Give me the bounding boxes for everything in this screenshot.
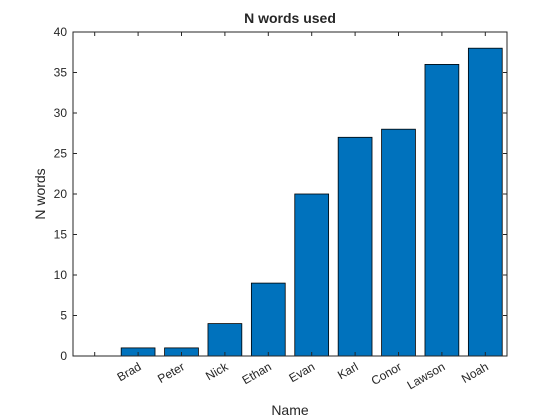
y-tick-label: 5	[60, 309, 67, 323]
chart-title: N words used	[244, 10, 336, 26]
y-ticks-group: 0 5 10 15 20 25 30 35 40	[54, 25, 507, 363]
x-tick-label: Noah	[459, 359, 491, 385]
bar-lawson	[424, 64, 460, 357]
y-tick-label: 0	[60, 349, 67, 363]
x-tick-label: Karl	[335, 359, 360, 382]
y-tick-label: 40	[54, 25, 68, 39]
bar-evan	[294, 193, 330, 357]
y-tick-label: 30	[54, 106, 68, 120]
x-tick-label: Ethan	[240, 359, 274, 387]
bar-conor	[381, 128, 416, 357]
x-tick-label: Conor	[369, 359, 404, 387]
y-tick-label: 10	[54, 268, 68, 282]
y-tick-label: 15	[54, 228, 68, 242]
y-tick-label: 20	[54, 187, 68, 201]
x-tick-label: Lawson	[405, 359, 448, 392]
bar-nick	[207, 323, 243, 357]
y-tick-label: 25	[54, 147, 68, 161]
bar-karl	[337, 136, 373, 357]
bar-ethan	[250, 282, 286, 357]
x-tick-label: Evan	[287, 359, 318, 385]
x-tick-label: Brad	[115, 359, 144, 384]
x-axis-label: Name	[271, 402, 309, 418]
y-axis-label: N words	[32, 168, 48, 219]
x-tick-label: Nick	[203, 359, 231, 383]
bars-group	[120, 47, 503, 357]
y-tick-label: 35	[54, 66, 68, 80]
bar-noah	[467, 47, 503, 357]
x-tick-label: Peter	[155, 359, 187, 385]
